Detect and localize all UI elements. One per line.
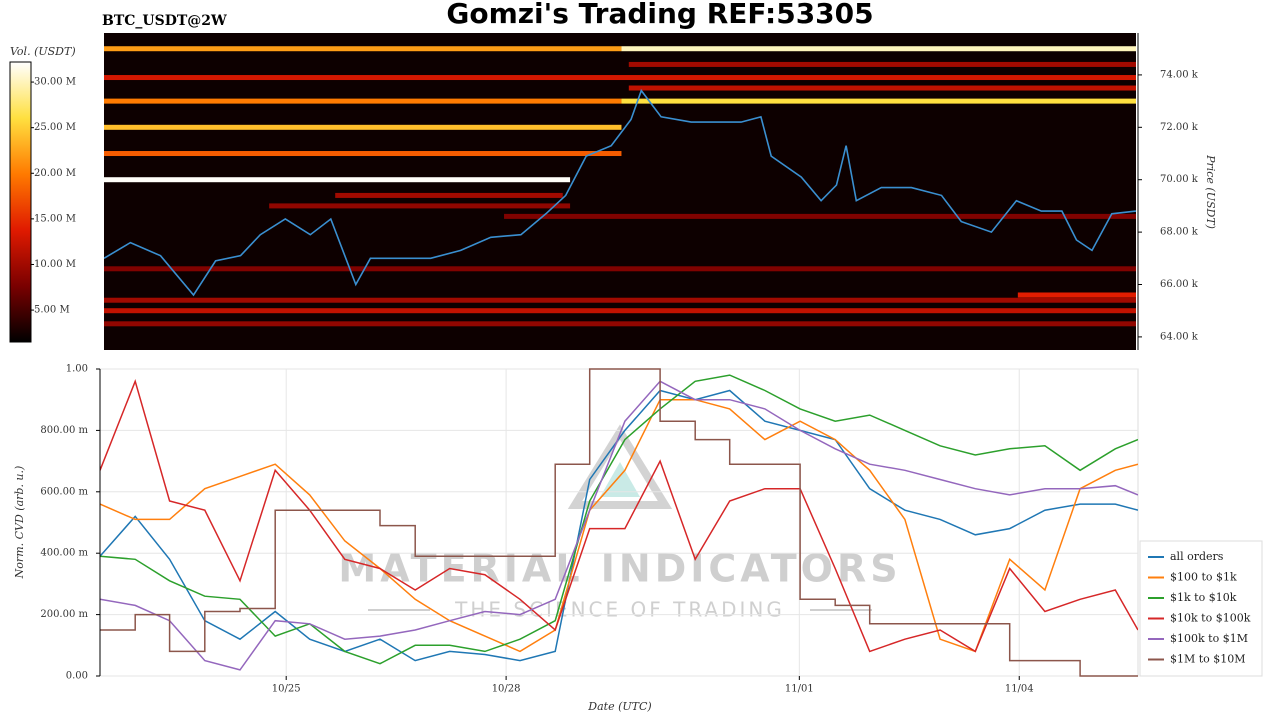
- y-tick-label: 0.00: [66, 671, 88, 682]
- colorbar-tick-label: 20.00 M: [34, 168, 76, 179]
- liquidity-level: [104, 177, 571, 183]
- liquidity-level: [269, 203, 571, 209]
- colorbar-tick-label: 30.00 M: [34, 77, 76, 88]
- cvd-line: [100, 378, 1138, 653]
- cvd-line: [100, 374, 1138, 665]
- legend-label: $10k to $100k: [1170, 612, 1251, 625]
- legend: [1139, 540, 1263, 677]
- liquidity-level: [104, 297, 1136, 303]
- liquidity-level: [628, 85, 1136, 91]
- liquidity-level: [621, 46, 1136, 52]
- y-tick-label: 200.00 m: [40, 609, 88, 620]
- colorbar-tick-label: 10.00 M: [34, 259, 76, 270]
- legend-label: $1M to $10M: [1170, 653, 1246, 666]
- title: Gomzi's Trading REF:53305: [446, 0, 873, 30]
- liquidity-level: [628, 61, 1136, 67]
- price-axis-label: Price (USDT): [1204, 154, 1217, 229]
- colorbar: [9, 61, 32, 343]
- cvd-line: [100, 389, 1138, 662]
- price-line: [104, 88, 1136, 297]
- y-axis-label: Norm. CVD (arb. u.): [13, 466, 26, 580]
- liquidity-level: [104, 98, 622, 104]
- colorbar-tick-label: 25.00 M: [34, 122, 76, 133]
- liquidity-level: [104, 308, 1136, 314]
- x-tick-label: 10/28: [492, 684, 521, 695]
- colorbar-tick-label: 15.00 M: [34, 213, 76, 224]
- symbol: BTC_USDT@2W: [102, 13, 227, 29]
- legend-label: $1k to $10k: [1170, 591, 1237, 604]
- y-tick-label: 1.00: [66, 364, 88, 375]
- x-axis-label: Date (UTC): [587, 700, 651, 713]
- liquidity-level: [104, 46, 622, 52]
- watermark-subtitle: THE SCIENCE OF TRADING: [454, 598, 785, 622]
- legend-label: $100k to $1M: [1170, 632, 1248, 645]
- watermark-title: MATERIAL INDICATORS: [338, 547, 901, 591]
- liquidity-level: [335, 192, 563, 198]
- y-tick-label: 72.00 k: [1160, 122, 1199, 133]
- liquidity-level: [1017, 292, 1136, 298]
- y-tick-label: 64.00 k: [1160, 331, 1199, 342]
- liquidity-level: [104, 124, 622, 130]
- liquidity-level: [104, 75, 1136, 81]
- y-tick-label: 74.00 k: [1160, 69, 1199, 80]
- liquidity-level: [504, 213, 1136, 219]
- cvd-line: [100, 380, 1138, 671]
- liquidity-level: [621, 98, 1136, 104]
- y-tick-label: 68.00 k: [1160, 227, 1199, 238]
- x-tick-label: 10/25: [272, 684, 301, 695]
- y-tick-label: 70.00 k: [1160, 174, 1199, 185]
- plot-area: [99, 368, 1139, 677]
- cvd-line: [100, 368, 1138, 677]
- legend-label: all orders: [1170, 550, 1224, 563]
- colorbar-tick-label: 5.00 M: [34, 305, 70, 316]
- colorbar-label: Vol. (USDT): [10, 45, 76, 58]
- watermark: MATERIAL INDICATORS THE SCIENCE OF TRADI…: [338, 424, 901, 622]
- y-tick-label: 66.00 k: [1160, 279, 1199, 290]
- x-tick-label: 11/01: [785, 684, 814, 695]
- legend-label: $100 to $1k: [1170, 571, 1237, 584]
- x-tick-label: 11/04: [1005, 684, 1034, 695]
- y-tick-label: 600.00 m: [40, 486, 88, 497]
- y-tick-label: 800.00 m: [40, 425, 88, 436]
- liquidity-level: [104, 151, 622, 157]
- y-tick-label: 400.00 m: [40, 548, 88, 559]
- liquidity-level: [104, 321, 1136, 327]
- liquidity-level: [104, 266, 1136, 272]
